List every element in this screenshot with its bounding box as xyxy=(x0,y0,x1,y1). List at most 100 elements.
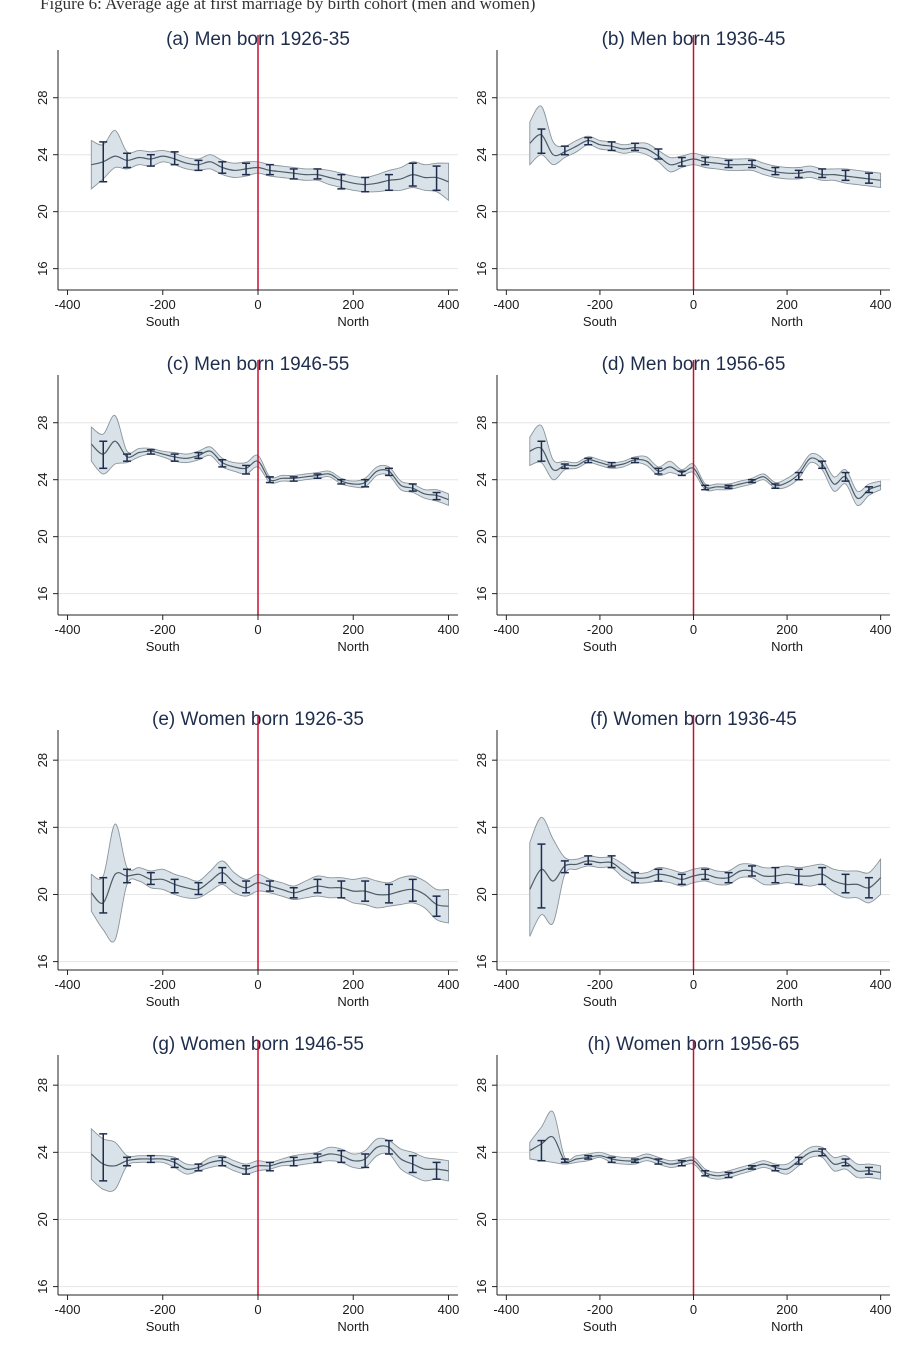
error-bar xyxy=(384,173,393,192)
error-bar xyxy=(289,476,298,482)
error-bar xyxy=(677,470,686,477)
x-tick-label: 0 xyxy=(254,1302,261,1317)
x-region-label: North xyxy=(337,314,369,329)
error-bar xyxy=(864,486,873,494)
x-tick-label: -400 xyxy=(493,1302,519,1317)
chart-panel-4: (e) Women born 1926-35-400 -200 0 200 400Sou… xyxy=(35,709,459,1009)
y-tick-label: 28 xyxy=(35,753,50,767)
error-bar xyxy=(607,461,616,468)
error-bar xyxy=(818,168,827,179)
error-bar xyxy=(170,453,179,462)
y-tick-label: 28 xyxy=(35,1078,50,1092)
error-bar xyxy=(654,467,663,475)
figure-caption: Figure 6: Average age at first marriage … xyxy=(40,0,536,13)
x-region-label: North xyxy=(771,639,803,654)
error-bar xyxy=(408,1154,417,1174)
error-bar xyxy=(560,860,569,874)
error-bar xyxy=(631,1158,640,1164)
error-bar xyxy=(607,141,616,152)
x-tick-label: 0 xyxy=(690,622,697,637)
error-bar xyxy=(771,1165,780,1172)
error-bar xyxy=(123,1156,132,1167)
y-tick-label: 24 xyxy=(474,147,489,161)
x-tick-label: 400 xyxy=(438,297,460,312)
error-bar xyxy=(818,460,827,470)
y-tick-label: 28 xyxy=(474,753,489,767)
error-bar xyxy=(747,159,756,169)
error-bar xyxy=(194,1163,203,1172)
y-tick-label: 16 xyxy=(35,954,50,968)
chart-panel-5: (f) Women born 1936-45-400 -200 0 200 400Sou… xyxy=(474,709,891,1009)
error-bar xyxy=(771,483,780,489)
y-tick-label: 24 xyxy=(474,1145,489,1159)
error-bar xyxy=(747,478,756,484)
error-bar xyxy=(631,457,640,464)
x-tick-label: 400 xyxy=(870,1302,892,1317)
error-bar xyxy=(654,868,663,882)
error-bar xyxy=(313,473,322,480)
error-bar xyxy=(841,169,850,182)
error-bar xyxy=(123,453,132,462)
x-tick-label: 400 xyxy=(870,622,892,637)
chart-panel-3: (d) Men born 1956-65-400 -200 0 200 400South… xyxy=(474,354,891,654)
x-tick-label: -400 xyxy=(55,1302,81,1317)
x-region-label: South xyxy=(146,314,180,329)
x-tick-label: -400 xyxy=(493,297,519,312)
error-bar xyxy=(794,471,803,481)
error-bar xyxy=(242,880,251,894)
error-bar xyxy=(361,1153,370,1169)
chart-panel-2: (c) Men born 1946-55-400 -200 0 200 400South… xyxy=(35,354,459,654)
x-tick-label: 400 xyxy=(870,977,892,992)
error-bar xyxy=(607,1156,616,1164)
y-tick-label: 20 xyxy=(474,204,489,218)
error-bar xyxy=(384,467,393,477)
error-bar xyxy=(265,476,274,484)
x-tick-label: -400 xyxy=(55,297,81,312)
x-tick-label: 400 xyxy=(870,297,892,312)
x-tick-label: -200 xyxy=(150,977,176,992)
y-tick-label: 20 xyxy=(35,529,50,543)
y-tick-label: 28 xyxy=(35,415,50,429)
error-bar xyxy=(313,878,322,894)
error-bar xyxy=(724,1171,733,1179)
error-bar xyxy=(771,166,780,176)
error-bar xyxy=(337,173,346,190)
error-bar xyxy=(724,484,733,489)
x-tick-label: 200 xyxy=(776,297,798,312)
error-bar xyxy=(701,484,710,491)
chart-panel-7: (h) Women born 1956-65-400 -200 0 200 400Sou… xyxy=(474,1034,891,1334)
error-bar xyxy=(408,162,417,187)
x-tick-label: -200 xyxy=(587,297,613,312)
error-bar xyxy=(408,878,417,902)
y-tick-label: 16 xyxy=(474,261,489,275)
error-bar xyxy=(864,172,873,184)
error-bar xyxy=(99,141,108,183)
error-bar xyxy=(265,880,274,892)
x-tick-label: -200 xyxy=(150,1302,176,1317)
error-bar xyxy=(170,1158,179,1169)
y-tick-label: 28 xyxy=(35,90,50,104)
error-bar xyxy=(724,871,733,884)
error-bar xyxy=(218,161,227,174)
x-region-label: South xyxy=(583,639,617,654)
x-region-label: South xyxy=(146,639,180,654)
y-tick-label: 24 xyxy=(474,820,489,834)
error-bar xyxy=(242,162,251,176)
error-bar xyxy=(631,142,640,152)
error-bar xyxy=(289,168,298,180)
x-tick-label: -400 xyxy=(493,622,519,637)
error-bar xyxy=(584,457,593,464)
error-bar xyxy=(99,440,108,470)
error-bar xyxy=(361,176,370,193)
x-region-label: South xyxy=(583,314,617,329)
error-bar xyxy=(701,1170,710,1177)
error-bar xyxy=(361,880,370,902)
x-tick-label: 400 xyxy=(438,977,460,992)
error-bar xyxy=(194,159,203,172)
x-region-label: North xyxy=(337,1319,369,1334)
chart-panel-0: (a) Men born 1926-35-400 -200 0 200 400South… xyxy=(35,29,459,329)
error-bar xyxy=(818,866,827,886)
error-bar xyxy=(794,169,803,179)
error-bar xyxy=(864,876,873,899)
error-bar xyxy=(537,843,546,909)
